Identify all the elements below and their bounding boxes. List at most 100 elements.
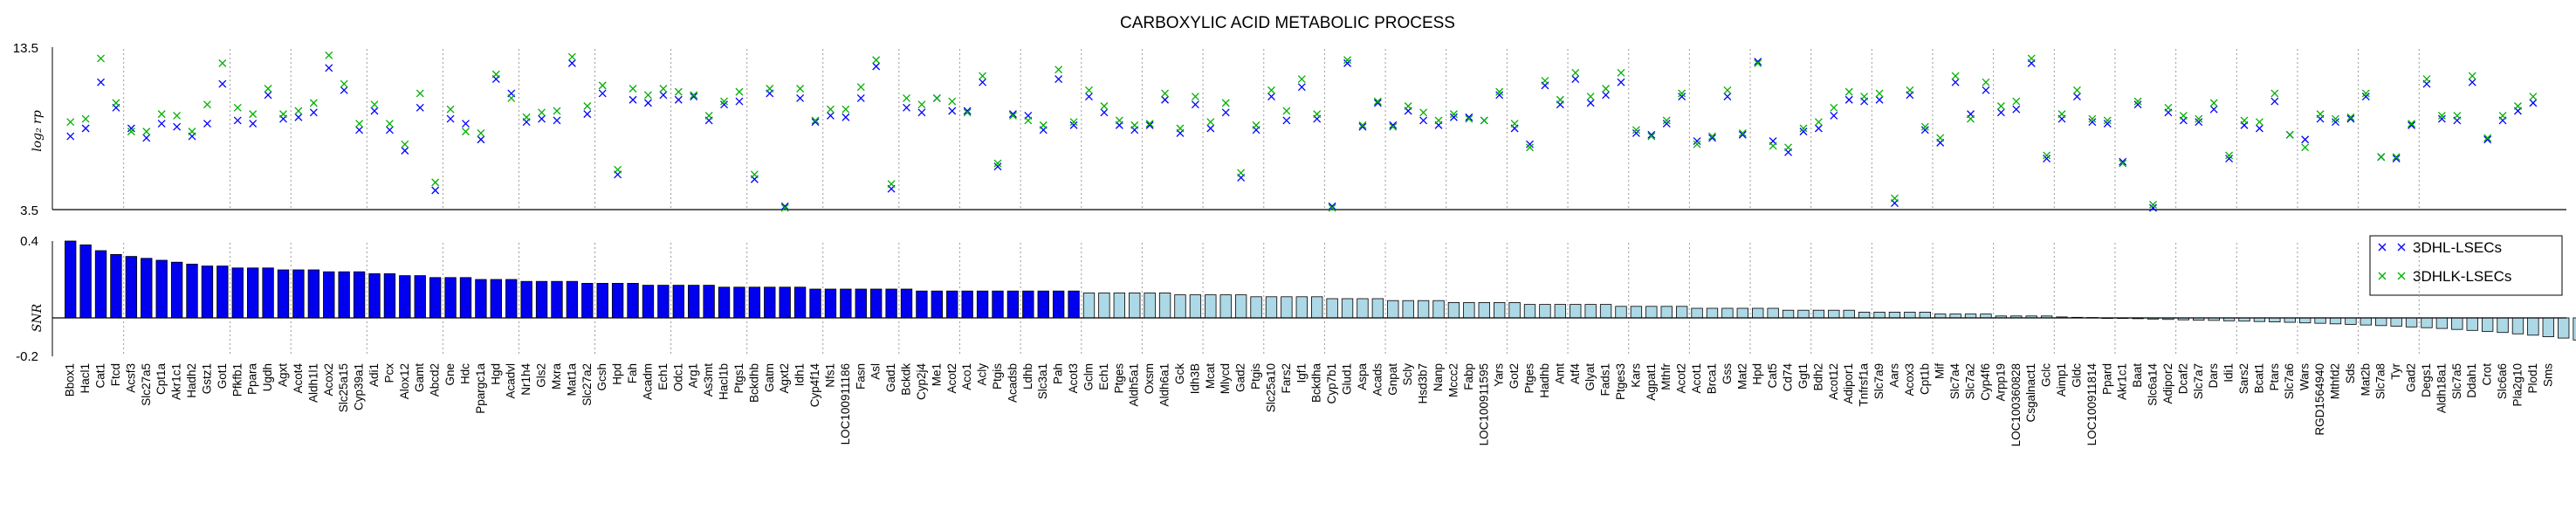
- point-3dhl: [720, 100, 728, 109]
- gene-label: Bckdk: [900, 363, 913, 396]
- point-3dhlk: [1556, 95, 1564, 104]
- point-3dhlk: [917, 100, 926, 109]
- gene-label: Acox3: [1903, 363, 1916, 396]
- point-3dhlk: [2072, 86, 2081, 94]
- point-3dhlk: [66, 118, 75, 127]
- point-3dhlk: [1906, 86, 1914, 94]
- point-3dhl: [1145, 121, 1154, 129]
- gene-label: Slc7a9: [1872, 363, 1886, 399]
- gene-label: Akr1c1: [170, 363, 183, 400]
- gene-label: Slc7a5: [2450, 363, 2463, 399]
- gene-label: Cyp4f6: [1979, 363, 1992, 401]
- point-3dhlk: [2377, 153, 2386, 162]
- point-3dhlk: [1145, 120, 1154, 128]
- snr-bar: [1158, 292, 1171, 319]
- gene-label: Glyat: [1583, 363, 1597, 391]
- gene-label: Gcsh: [595, 363, 608, 391]
- snr-bar: [1265, 296, 1278, 319]
- snr-bar: [1736, 307, 1748, 319]
- gene-labels: Bbox1 Hacl1 Cat1 Ftcd Acsf3 Slc27a5 Cpt1a Akr1c…: [64, 362, 2555, 446]
- snr-bar: [1645, 306, 1658, 319]
- snr-bar: [2527, 317, 2539, 336]
- point-3dhlk: [1176, 124, 1185, 133]
- legend-label-3dhl: 3DHL-LSECs: [2413, 239, 2502, 256]
- point-3dhl: [1206, 124, 1215, 133]
- point-3dhl: [1526, 140, 1534, 148]
- snr-bar: [2497, 317, 2509, 334]
- gene-label: Hsd3b7: [1417, 363, 1430, 404]
- gene-label: Ptars: [2268, 363, 2281, 391]
- snr-bar: [1295, 296, 1308, 319]
- gene-label: Hadhb: [1538, 363, 1551, 398]
- point-3dhl: [1328, 202, 1336, 210]
- gene-label: Degs1: [2420, 363, 2433, 397]
- point-3dhlk: [2483, 134, 2492, 142]
- snr-bar: [201, 265, 214, 319]
- gene-label: Acot1: [1690, 363, 1703, 394]
- point-3dhlk: [97, 54, 105, 63]
- point-3dhl: [1282, 116, 1291, 125]
- point-3dhl: [1586, 99, 1595, 107]
- point-3dhlk: [1982, 78, 1990, 86]
- snr-bar: [2329, 317, 2342, 325]
- gene-label: Cpt1b: [1918, 363, 1931, 395]
- gene-label: Mlycd: [1219, 363, 1232, 394]
- point-3dhlk: [2133, 97, 2142, 106]
- point-3dhlk: [2119, 159, 2127, 168]
- gene-label: Adipor2: [2161, 363, 2174, 404]
- gene-label: Aldh5a1: [1128, 363, 1141, 407]
- gene-label: Hacl1: [79, 363, 92, 394]
- bar-panel: 0.4 -0.2 SNR Bbox1 Hacl1 Cat1 Ftcd Acsf3 Slc2…: [16, 234, 2576, 446]
- point-3dhl: [81, 124, 90, 133]
- snr-bar: [1964, 314, 1977, 319]
- snr-bar: [1417, 300, 1430, 319]
- snr-bar: [718, 286, 731, 319]
- point-3dhlk: [218, 59, 227, 67]
- snr-bar: [338, 271, 350, 319]
- gene-label: Slc6a14: [2147, 363, 2160, 406]
- point-3dhl: [2270, 97, 2279, 106]
- gene-label: LOC100911814: [2085, 363, 2099, 446]
- snr-bar: [1767, 307, 1779, 319]
- point-3dhlk: [979, 72, 987, 80]
- point-3dhl: [294, 113, 303, 121]
- point-3dhl: [1221, 108, 1230, 117]
- gene-label: Cyp7b1: [1325, 363, 1338, 404]
- gene-label: Slc7a4: [1948, 363, 1961, 400]
- gene-label: Yars: [1493, 363, 1506, 387]
- gene-label: Slc7a2: [1964, 363, 1977, 399]
- snr-bar: [1934, 314, 1947, 319]
- point-3dhlk: [1784, 143, 1793, 152]
- snr-bar: [779, 286, 791, 319]
- point-3dhlk: [2270, 89, 2279, 98]
- point-3dhl: [1662, 120, 1671, 128]
- gene-label: Gad1: [884, 363, 897, 392]
- point-3dhl: [1267, 93, 1275, 101]
- gene-label: Ptges: [1523, 363, 1536, 394]
- gene-label: Ggt1: [1796, 363, 1810, 389]
- point-3dhlk: [1449, 110, 1458, 119]
- snr-bar: [2345, 317, 2357, 325]
- point-3dhlk: [1328, 203, 1336, 212]
- point-3dhlk: [1541, 76, 1549, 85]
- gene-label: Odc1: [671, 363, 684, 391]
- snr-bar: [262, 267, 274, 319]
- gene-label: Ech1: [656, 363, 670, 390]
- snr-bar: [155, 259, 168, 319]
- gene-label: Ppargc1a: [474, 363, 487, 414]
- point-3dhl: [325, 64, 333, 72]
- gene-label: Mat2: [1735, 363, 1748, 390]
- snr-bar: [992, 290, 1004, 319]
- point-3dhl: [1419, 116, 1428, 125]
- point-3dhlk: [1830, 103, 1838, 112]
- snr-bar: [1144, 292, 1156, 319]
- snr-bar: [353, 271, 366, 319]
- snr-bar: [1174, 294, 1186, 319]
- snr-bar: [1432, 300, 1445, 319]
- snr-bar: [2298, 317, 2312, 324]
- gene-label: Bckdha: [1310, 363, 1323, 403]
- snr-bar: [65, 240, 77, 319]
- snr-bar: [429, 277, 442, 319]
- point-3dhlk: [1586, 93, 1595, 101]
- gene-label: Gss: [1721, 363, 1734, 384]
